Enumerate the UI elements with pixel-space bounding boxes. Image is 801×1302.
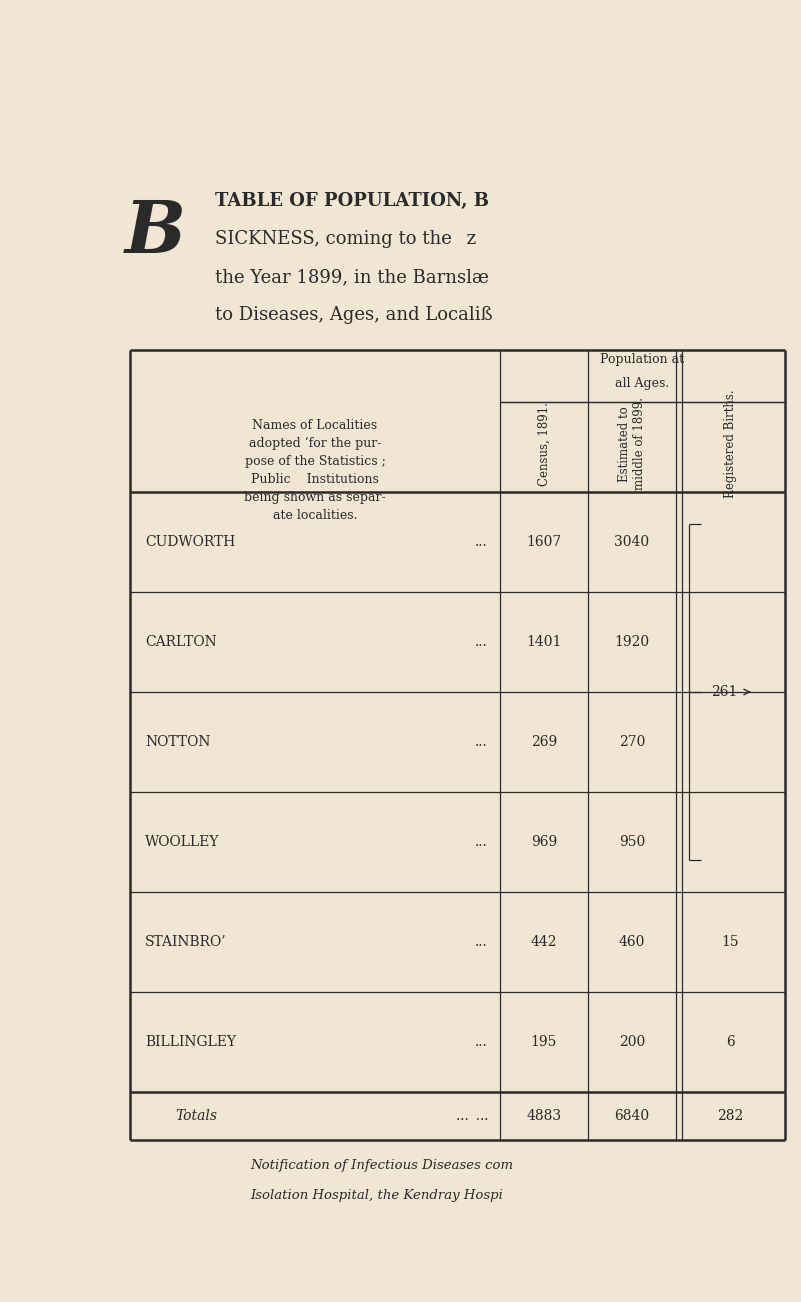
Text: BILLINGLEY: BILLINGLEY	[145, 1035, 236, 1049]
Text: CARLTON: CARLTON	[145, 635, 217, 648]
Text: 4883: 4883	[526, 1109, 562, 1124]
Text: all Ages.: all Ages.	[615, 378, 670, 391]
Text: 6840: 6840	[614, 1109, 650, 1124]
Text: Names of Localities
adopted ‘for the pur-
pose of the Statistics ;
Public    Ins: Names of Localities adopted ‘for the pur…	[244, 419, 386, 522]
Text: 969: 969	[531, 835, 557, 849]
Text: 460: 460	[619, 935, 645, 949]
Text: Registered Births.: Registered Births.	[724, 389, 737, 499]
Text: ...: ...	[475, 635, 488, 648]
Text: 1920: 1920	[614, 635, 650, 648]
Text: 282: 282	[718, 1109, 743, 1124]
Text: ...: ...	[475, 835, 488, 849]
Text: 1401: 1401	[526, 635, 562, 648]
Text: SICKNESS, coming to the  z: SICKNESS, coming to the z	[215, 230, 476, 247]
Text: Estimated to
middle of 1899.: Estimated to middle of 1899.	[618, 397, 646, 491]
Text: 200: 200	[619, 1035, 645, 1049]
Text: 3040: 3040	[614, 535, 650, 549]
Text: 1607: 1607	[526, 535, 562, 549]
Text: 6: 6	[727, 1035, 735, 1049]
Text: ...: ...	[475, 935, 488, 949]
Text: 442: 442	[531, 935, 557, 949]
Text: CUDWORTH: CUDWORTH	[145, 535, 235, 549]
Text: Census, 1891.: Census, 1891.	[537, 402, 550, 486]
Text: 15: 15	[722, 935, 739, 949]
Text: to Diseases, Ages, and Localiß: to Diseases, Ages, and Localiß	[215, 306, 493, 324]
Text: WOOLLEY: WOOLLEY	[145, 835, 219, 849]
Text: Notification of Infectious Diseases com: Notification of Infectious Diseases com	[250, 1159, 513, 1172]
Text: Population at: Population at	[601, 354, 685, 366]
Text: STAINBRO’: STAINBRO’	[145, 935, 227, 949]
Text: NOTTON: NOTTON	[145, 736, 211, 749]
Text: Isolation Hospital, the Kendray Hospi: Isolation Hospital, the Kendray Hospi	[250, 1189, 503, 1202]
Text: ...: ...	[475, 1035, 488, 1049]
Text: ... ...: ... ...	[456, 1109, 488, 1124]
Text: 950: 950	[619, 835, 645, 849]
Text: ...: ...	[475, 736, 488, 749]
Text: 195: 195	[531, 1035, 557, 1049]
Text: 270: 270	[619, 736, 645, 749]
Text: Totals: Totals	[175, 1109, 217, 1124]
Text: ...: ...	[475, 535, 488, 549]
Text: B: B	[124, 197, 186, 268]
Text: TABLE OF POPULATION, B: TABLE OF POPULATION, B	[215, 191, 489, 210]
Text: the Year 1899, in the Barnslæ: the Year 1899, in the Barnslæ	[215, 268, 489, 286]
Text: 269: 269	[531, 736, 557, 749]
Text: 261: 261	[711, 685, 738, 699]
